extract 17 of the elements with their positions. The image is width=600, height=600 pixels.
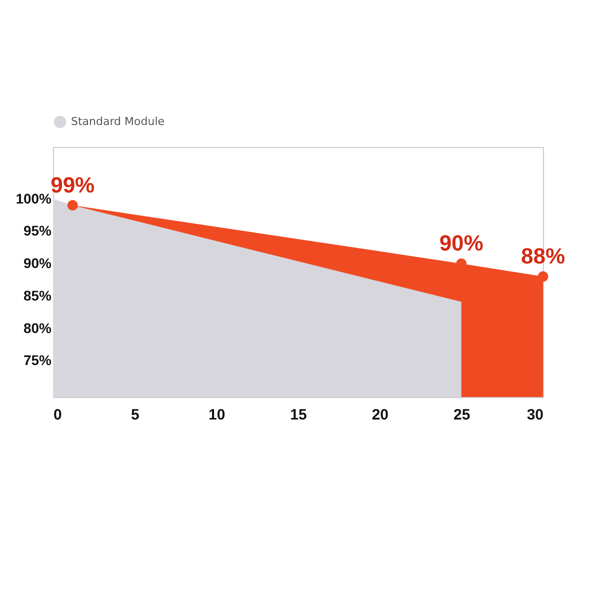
y-tick-label: 90%	[23, 255, 52, 272]
x-tick-label: 0	[54, 406, 62, 424]
y-tick-label: 85%	[23, 287, 52, 304]
data-label: 99%	[50, 172, 95, 198]
y-tick-label: 80%	[23, 320, 52, 336]
legend-label: Standard Module	[71, 115, 165, 128]
x-tick-label: 10	[208, 406, 226, 424]
x-tick-label: 25	[453, 406, 470, 424]
data-label: 88%	[520, 244, 566, 269]
y-tick-label: 75%	[23, 352, 52, 368]
y-tick-label: 95%	[23, 222, 52, 239]
x-tick-label: 20	[372, 406, 389, 424]
data-label: 90%	[439, 230, 484, 256]
x-tick-label: 15	[290, 406, 307, 424]
y-tick-label: 100%	[16, 190, 52, 206]
x-tick-label: 30	[526, 406, 544, 424]
x-tick-label: 5	[130, 406, 140, 424]
